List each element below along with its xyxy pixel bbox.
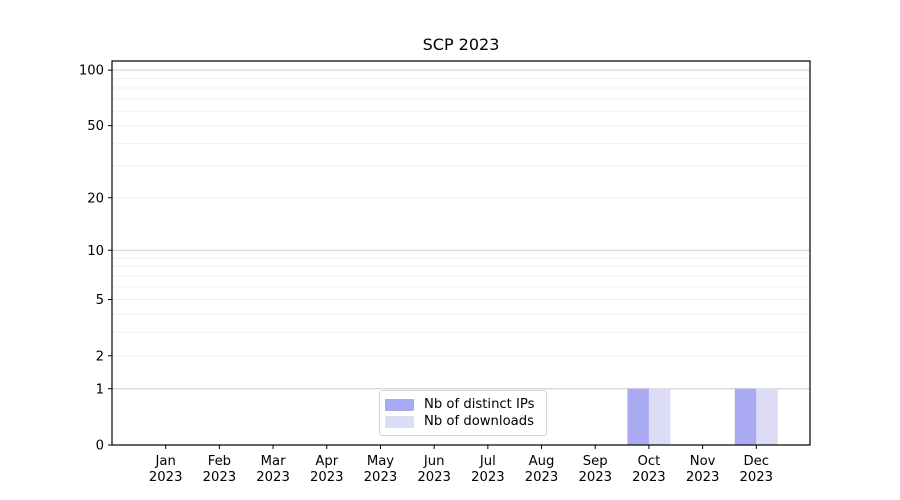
x-tick-label-year-aug: 2023	[525, 470, 559, 485]
x-tick-label-year-sep: 2023	[578, 470, 612, 485]
x-tick-label-month-aug: Aug	[529, 454, 555, 469]
y-tick-label-100: 100	[79, 64, 104, 79]
x-tick-label-month-may: May	[367, 454, 394, 469]
y-tick-label-2: 2	[96, 349, 104, 364]
plot-area-border	[111, 60, 811, 446]
x-tick-label-year-may: 2023	[364, 470, 398, 485]
x-tick-label-month-nov: Nov	[690, 454, 716, 469]
x-tick-label-year-jun: 2023	[417, 470, 451, 485]
legend-item-distinct-ips: Nb of distinct IPs	[385, 397, 540, 413]
bar-nb-of-distinct-ips-dec	[734, 388, 757, 445]
x-tick-label-month-jan: Jan	[155, 454, 176, 469]
legend-swatch-distinct-ips	[385, 399, 414, 411]
y-tick-label-50: 50	[87, 119, 104, 134]
x-tick-label-year-oct: 2023	[632, 470, 666, 485]
x-tick-label-year-mar: 2023	[256, 470, 290, 485]
x-tick-label-month-apr: Apr	[315, 454, 338, 469]
bar-nb-of-downloads-dec	[756, 388, 778, 445]
y-tick-label-10: 10	[87, 244, 104, 259]
x-tick-label-month-dec: Dec	[744, 454, 770, 469]
x-tick-label-year-nov: 2023	[686, 470, 720, 485]
x-tick-label-month-feb: Feb	[208, 454, 231, 469]
y-tick-label-20: 20	[87, 191, 104, 206]
x-tick-label-month-jul: Jul	[479, 454, 496, 469]
legend: Nb of distinct IPs Nb of downloads	[379, 390, 547, 436]
y-tick-label-0: 0	[96, 439, 104, 454]
x-tick-label-month-mar: Mar	[261, 454, 286, 469]
x-tick-label-year-jul: 2023	[471, 470, 505, 485]
x-tick-label-year-feb: 2023	[203, 470, 237, 485]
chart-title: SCP 2023	[423, 35, 500, 54]
y-tick-label-5: 5	[96, 293, 104, 308]
legend-item-downloads: Nb of downloads	[385, 414, 540, 430]
legend-label-distinct-ips: Nb of distinct IPs	[424, 397, 535, 412]
legend-label-downloads: Nb of downloads	[424, 414, 534, 429]
x-tick-label-month-jun: Jun	[423, 454, 445, 469]
x-tick-label-month-oct: Oct	[638, 454, 661, 469]
x-tick-label-year-apr: 2023	[310, 470, 344, 485]
bar-nb-of-downloads-oct	[648, 388, 671, 445]
legend-swatch-downloads	[385, 416, 414, 428]
x-tick-label-year-dec: 2023	[740, 470, 774, 485]
y-tick-label-1: 1	[96, 382, 104, 397]
x-tick-label-year-jan: 2023	[149, 470, 183, 485]
x-tick-label-month-sep: Sep	[583, 454, 608, 469]
bar-nb-of-distinct-ips-oct	[627, 388, 649, 445]
